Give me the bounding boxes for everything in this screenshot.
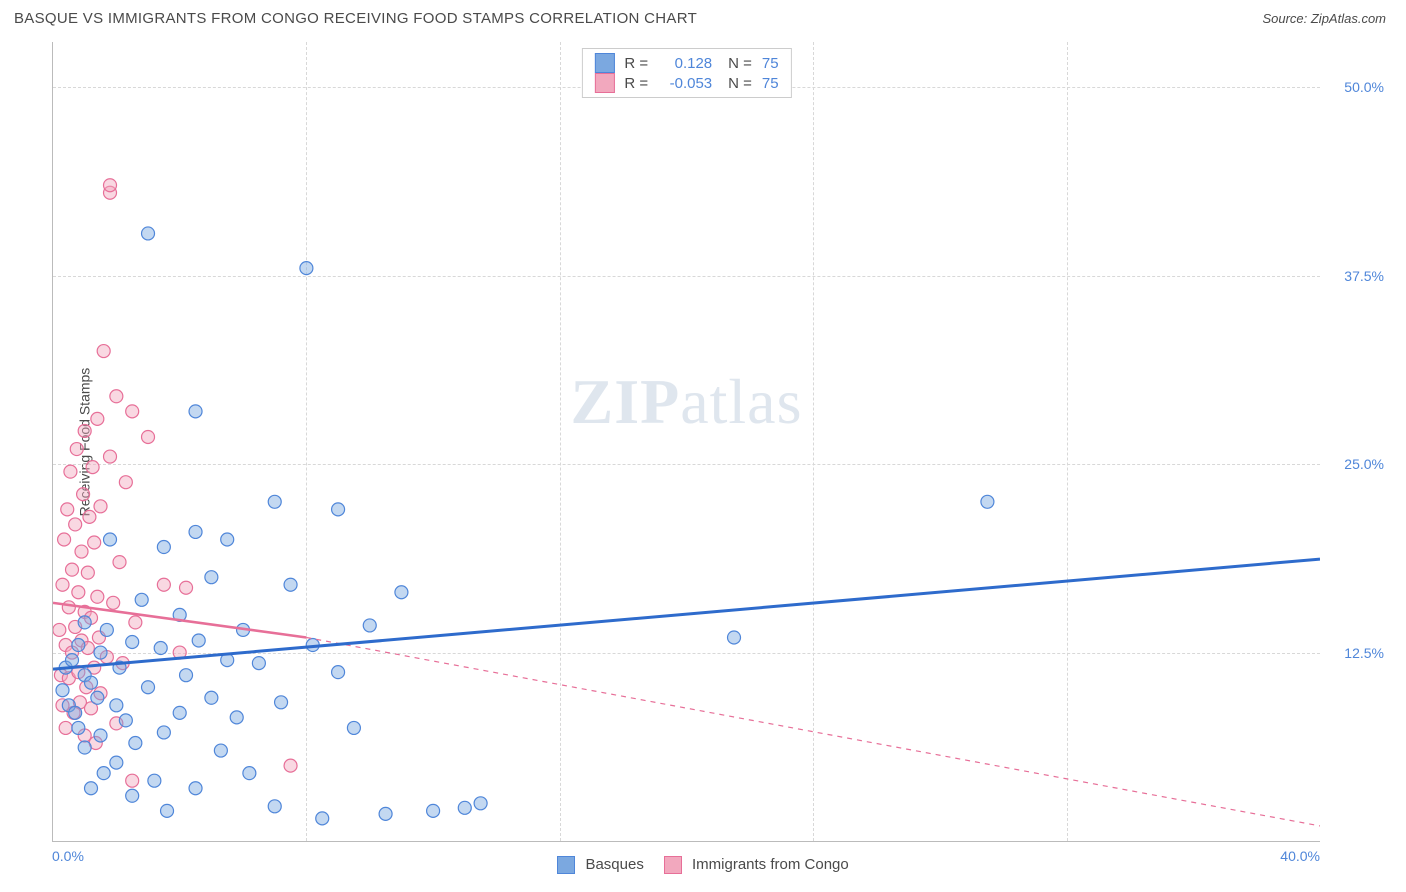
legend-swatch-congo (664, 856, 682, 874)
chart-area: Receiving Food Stamps ZIPatlas R = 0.128… (14, 42, 1390, 842)
legend-swatch-pink (594, 73, 614, 93)
chart-source: Source: ZipAtlas.com (1262, 11, 1386, 26)
n-label: N = (728, 75, 752, 92)
legend-swatch-blue (594, 53, 614, 73)
legend-item-basques: Basques (557, 856, 644, 874)
r-label: R = (624, 75, 648, 92)
plot-svg (53, 42, 1320, 841)
legend-swatch-basques (557, 856, 575, 874)
y-tick-label: 50.0% (1344, 79, 1384, 95)
n-value-blue: 75 (762, 55, 779, 72)
correlation-legend: R = 0.128 N = 75 R = -0.053 N = 75 (581, 48, 791, 98)
r-value-blue: 0.128 (658, 55, 712, 72)
r-value-pink: -0.053 (658, 75, 712, 92)
series-legend: Basques Immigrants from Congo (0, 856, 1406, 874)
legend-label-congo: Immigrants from Congo (692, 856, 849, 873)
y-tick-label: 12.5% (1344, 645, 1384, 661)
plot-region: ZIPatlas R = 0.128 N = 75 R = -0.053 N =… (52, 42, 1320, 842)
correlation-legend-row-blue: R = 0.128 N = 75 (594, 53, 778, 73)
chart-title: BASQUE VS IMMIGRANTS FROM CONGO RECEIVIN… (14, 10, 697, 27)
y-tick-label: 25.0% (1344, 456, 1384, 472)
correlation-legend-row-pink: R = -0.053 N = 75 (594, 73, 778, 93)
legend-label-basques: Basques (585, 856, 643, 873)
n-label: N = (728, 55, 752, 72)
legend-item-congo: Immigrants from Congo (664, 856, 849, 874)
n-value-pink: 75 (762, 75, 779, 92)
y-tick-label: 37.5% (1344, 268, 1384, 284)
chart-header: BASQUE VS IMMIGRANTS FROM CONGO RECEIVIN… (0, 0, 1406, 35)
r-label: R = (624, 55, 648, 72)
